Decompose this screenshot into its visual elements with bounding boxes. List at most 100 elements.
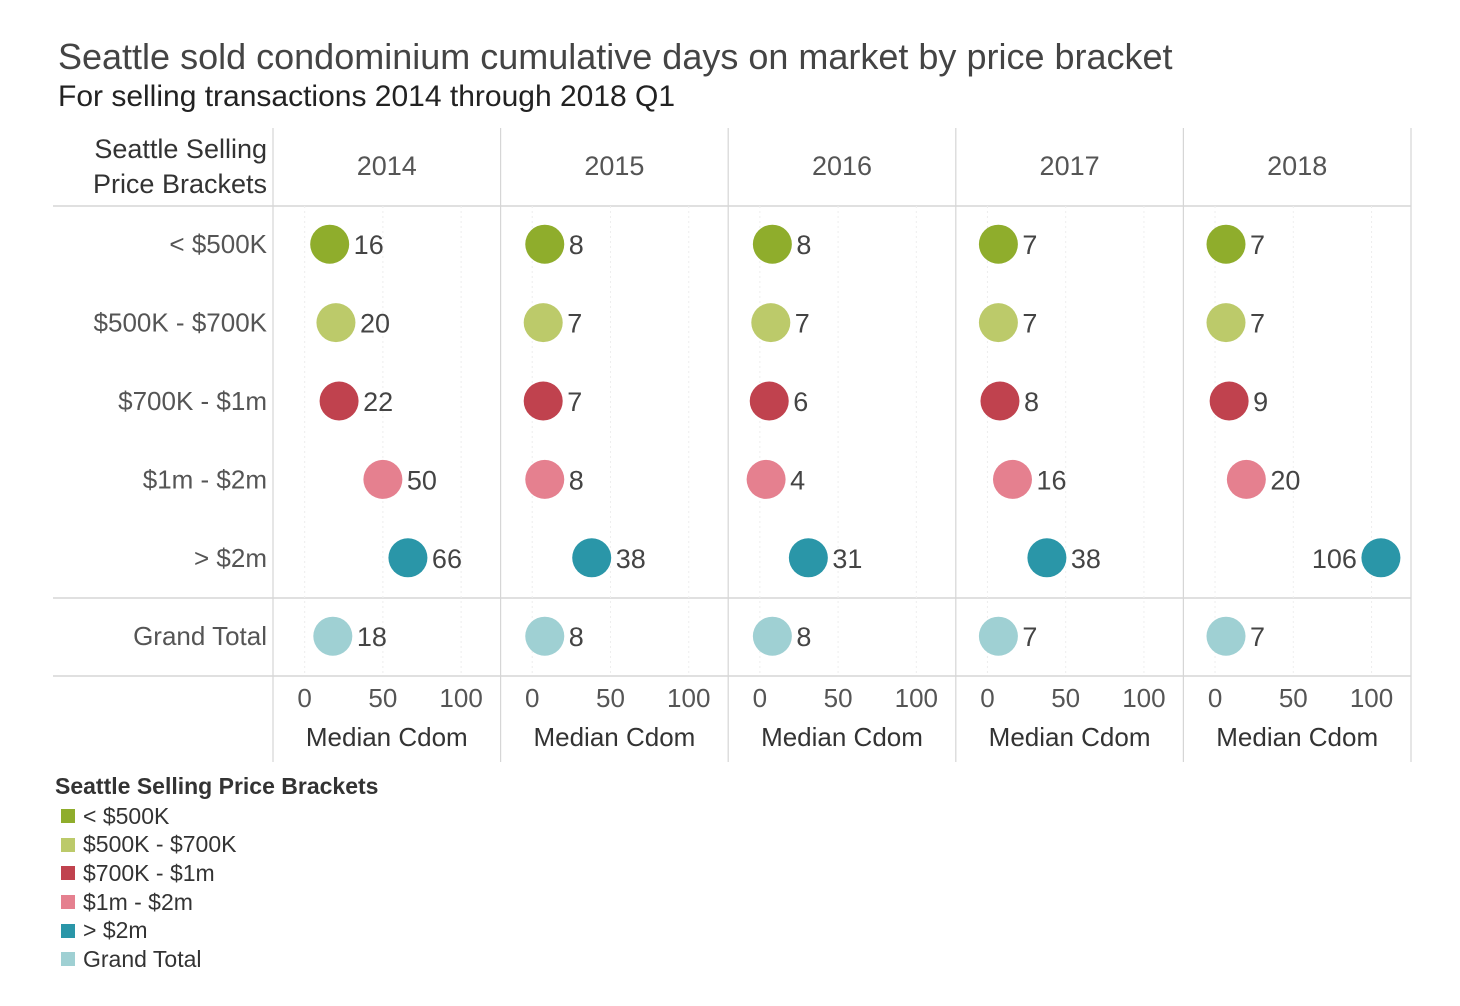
legend: Seattle Selling Price Brackets < $500K $… <box>55 773 378 974</box>
data-point <box>752 224 792 264</box>
data-label: 7 <box>567 387 582 417</box>
data-point <box>978 224 1018 264</box>
x-tick-label: 100 <box>1350 683 1393 713</box>
data-label: 8 <box>796 230 811 260</box>
column-header-year: 2014 <box>357 151 417 181</box>
data-point <box>992 459 1032 499</box>
data-point <box>788 538 828 578</box>
data-label: 7 <box>795 309 810 339</box>
chart-title: Seattle sold condominium cumulative days… <box>58 36 1173 77</box>
legend-label: $1m - $2m <box>83 888 193 915</box>
legend-label: $700K - $1m <box>83 859 215 886</box>
column-header-year: 2018 <box>1267 151 1327 181</box>
data-point <box>310 224 350 264</box>
data-point <box>1027 538 1067 578</box>
data-point <box>319 381 359 421</box>
data-point <box>313 616 353 656</box>
legend-swatch <box>61 866 75 881</box>
legend-item: Grand Total <box>55 945 378 974</box>
data-label: 20 <box>360 309 390 339</box>
legend-item: $500K - $700K <box>55 831 378 860</box>
x-tick-label: 100 <box>895 683 938 713</box>
data-label: 7 <box>1250 230 1265 260</box>
data-label: 7 <box>1022 622 1037 652</box>
x-tick-label: 0 <box>297 683 311 713</box>
data-label: 4 <box>790 465 805 495</box>
data-point <box>363 459 403 499</box>
data-point <box>980 381 1020 421</box>
data-point <box>1226 459 1266 499</box>
data-label: 66 <box>432 544 462 574</box>
legend-swatch <box>61 952 75 967</box>
legend-swatch <box>61 895 75 910</box>
data-label: 8 <box>569 465 584 495</box>
data-label: 7 <box>1022 309 1037 339</box>
data-label: 8 <box>1024 387 1039 417</box>
legend-item: < $500K <box>55 802 378 831</box>
column-header-year: 2017 <box>1040 151 1100 181</box>
data-label: 20 <box>1270 465 1300 495</box>
x-tick-label: 50 <box>596 683 625 713</box>
legend-title: Seattle Selling Price Brackets <box>55 773 379 799</box>
data-point <box>1361 538 1401 578</box>
data-point <box>572 538 612 578</box>
data-label: 16 <box>1036 465 1066 495</box>
data-label: 106 <box>1312 544 1357 574</box>
data-label: 7 <box>567 309 582 339</box>
data-label: 38 <box>1071 544 1101 574</box>
x-tick-label: 100 <box>1122 683 1165 713</box>
legend-label: Grand Total <box>83 945 202 972</box>
data-label: 8 <box>796 622 811 652</box>
legend-swatch <box>61 837 75 852</box>
legend-item: $1m - $2m <box>55 888 378 917</box>
data-label: 8 <box>569 230 584 260</box>
data-label: 16 <box>354 230 384 260</box>
data-point <box>523 381 563 421</box>
data-point <box>1206 616 1246 656</box>
data-point <box>1206 224 1246 264</box>
legend-swatch <box>61 923 75 938</box>
data-label: 31 <box>832 544 862 574</box>
x-tick-label: 100 <box>667 683 710 713</box>
data-label: 6 <box>793 387 808 417</box>
x-axis-title: Median Cdom <box>306 722 468 752</box>
x-tick-label: 50 <box>1051 683 1080 713</box>
data-label: 7 <box>1250 309 1265 339</box>
x-tick-label: 0 <box>1208 683 1222 713</box>
legend-label: $500K - $700K <box>83 831 237 858</box>
legend-item: > $2m <box>55 916 378 945</box>
x-tick-label: 0 <box>525 683 539 713</box>
data-point <box>1206 303 1246 343</box>
row-label: $1m - $2m <box>143 464 267 494</box>
x-axis-title: Median Cdom <box>761 722 923 752</box>
data-point <box>388 538 428 578</box>
x-tick-label: 50 <box>824 683 853 713</box>
chart-subtitle: For selling transactions 2014 through 20… <box>58 80 676 113</box>
x-axis-title: Median Cdom <box>989 722 1151 752</box>
data-point <box>978 303 1018 343</box>
data-label: 50 <box>407 465 437 495</box>
x-tick-label: 0 <box>753 683 767 713</box>
data-point <box>978 616 1018 656</box>
row-label: $700K - $1m <box>118 386 267 416</box>
data-point <box>525 224 565 264</box>
data-point <box>751 303 791 343</box>
x-tick-label: 50 <box>1279 683 1308 713</box>
data-point <box>523 303 563 343</box>
data-point <box>746 459 786 499</box>
data-label: 7 <box>1250 622 1265 652</box>
data-point <box>1209 381 1249 421</box>
data-point <box>525 616 565 656</box>
data-point <box>752 616 792 656</box>
data-label: 38 <box>616 544 646 574</box>
row-header-label: Price Brackets <box>93 169 267 199</box>
x-tick-label: 0 <box>980 683 994 713</box>
legend-label: < $500K <box>83 802 170 829</box>
row-header-label: Seattle Selling <box>94 134 267 164</box>
x-tick-label: 50 <box>368 683 397 713</box>
data-label: 18 <box>357 622 387 652</box>
data-label: 7 <box>1022 230 1037 260</box>
data-point <box>525 459 565 499</box>
row-label: Grand Total <box>133 621 267 651</box>
